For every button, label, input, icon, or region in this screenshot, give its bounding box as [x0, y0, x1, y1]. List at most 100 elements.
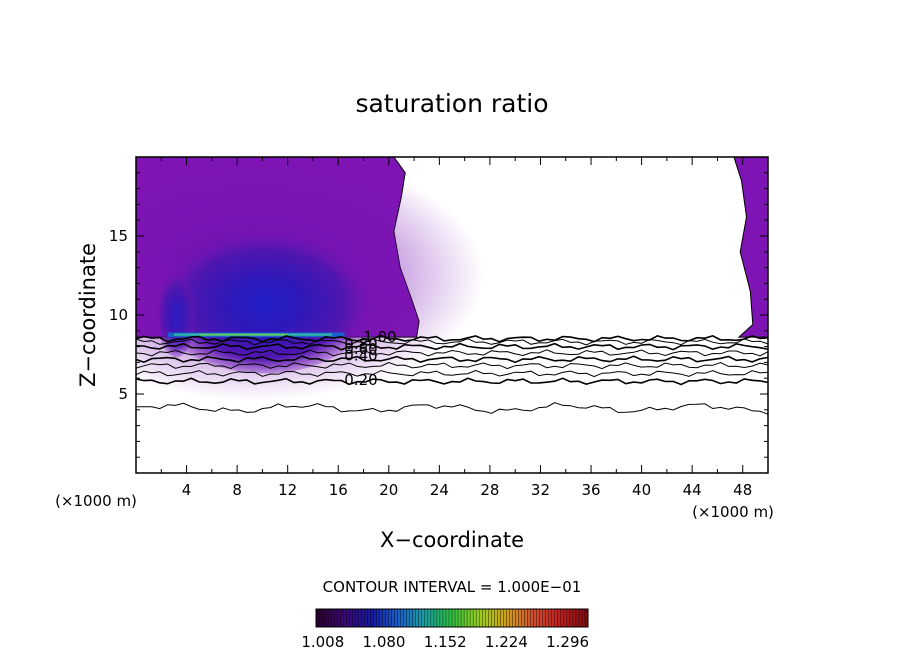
- colorbar-swatch: [479, 609, 483, 627]
- colorbar-swatch: [467, 609, 471, 627]
- x-tick-label: 44: [683, 481, 702, 499]
- contour-line: [136, 377, 768, 386]
- colorbar-swatch: [415, 609, 420, 627]
- colorbar-swatch: [361, 609, 365, 627]
- colorbar-swatch: [482, 609, 486, 627]
- colorbar-swatch: [572, 609, 577, 627]
- colorbar-swatch: [584, 609, 589, 627]
- colorbar-swatch: [506, 609, 510, 627]
- colorbar-tick-label: 1.296: [546, 633, 589, 651]
- x-unit-label: (×1000 m): [692, 503, 774, 521]
- colorbar-swatch: [578, 609, 583, 627]
- colorbar-swatch: [340, 609, 344, 627]
- colorbar-swatch: [548, 609, 553, 627]
- x-tick-label: 8: [232, 481, 242, 499]
- colorbar-tick-label: 1.152: [424, 633, 467, 651]
- contour-interval-text: CONTOUR INTERVAL = 1.000E−01: [323, 578, 582, 596]
- contour-line: [136, 369, 768, 378]
- colorbar-swatch: [536, 609, 541, 627]
- colorbar-labels: 1.008 1.080 1.152 1.224 1.296: [301, 633, 589, 651]
- colorbar-swatch: [421, 609, 426, 627]
- contour-label: 1.00: [363, 328, 396, 346]
- colorbar-swatch: [367, 609, 371, 627]
- colorbar-swatch: [476, 609, 480, 627]
- colorbar-swatch: [515, 609, 519, 627]
- x-axis-ticks: 4 8 12 16 20 24 28 32 36 40 44 48: [160, 157, 752, 499]
- colorbar-swatch: [560, 609, 565, 627]
- colorbar-swatch: [563, 609, 568, 627]
- colorbar-swatch: [355, 609, 359, 627]
- colorbar-tick-label: 1.008: [301, 633, 344, 651]
- y-axis-ticks: 5 10 15: [109, 172, 768, 458]
- colorbar-swatch: [418, 609, 423, 627]
- colorbar-swatch: [557, 609, 562, 627]
- x-tick-label: 36: [581, 481, 600, 499]
- colorbar-swatch: [376, 609, 380, 627]
- colorbar-swatch: [503, 609, 507, 627]
- contour-labels: 1.000.800.600.40 0.20: [344, 328, 396, 389]
- colorbar-tick-label: 1.080: [363, 633, 406, 651]
- colorbar-swatch: [448, 609, 453, 627]
- colorbar-swatch: [569, 609, 574, 627]
- colorbar-swatch: [485, 609, 489, 627]
- colorbar-swatch: [322, 609, 326, 627]
- colorbar-swatch: [524, 609, 529, 627]
- colorbar-swatch: [470, 609, 474, 627]
- colorbar-swatch: [581, 609, 586, 627]
- colorbar-swatch: [424, 609, 429, 627]
- colorbar-swatch: [539, 609, 544, 627]
- colorbar-swatch: [400, 609, 405, 627]
- colorbar-swatch: [518, 609, 523, 627]
- colorbar-swatch: [346, 609, 350, 627]
- x-tick-label: 48: [733, 481, 752, 499]
- colorbar-swatch: [445, 609, 450, 627]
- x-tick-label: 40: [632, 481, 651, 499]
- colorbar-swatch: [385, 609, 390, 627]
- colorbar-swatch: [452, 609, 456, 627]
- colorbar-swatch: [379, 609, 383, 627]
- x-tick-label: 24: [430, 481, 449, 499]
- colorbar-swatch: [461, 609, 465, 627]
- x-tick-label: 12: [278, 481, 297, 499]
- contour-label: 0.60: [344, 340, 377, 358]
- colorbar-swatch: [352, 609, 356, 627]
- colorbar-swatch: [497, 609, 501, 627]
- colorbar-swatch: [397, 609, 402, 627]
- colorbar-swatch: [394, 609, 399, 627]
- colorbar-swatch: [364, 609, 368, 627]
- colorbar-swatch: [545, 609, 550, 627]
- x-tick-label: 20: [379, 481, 398, 499]
- colorbar-swatch: [533, 609, 538, 627]
- colorbar-swatch: [427, 609, 432, 627]
- colorbar-swatch: [358, 609, 362, 627]
- colorbar-swatch: [442, 609, 447, 627]
- colorbar-swatch: [464, 609, 468, 627]
- colorbar-swatch: [455, 609, 459, 627]
- colorbar-swatch: [370, 609, 374, 627]
- colorbar-swatch: [566, 609, 571, 627]
- contour-label: 0.20: [344, 371, 377, 389]
- colorbar-swatch: [473, 609, 477, 627]
- colorbar-swatch: [530, 609, 535, 627]
- y-tick-label: 5: [118, 385, 128, 403]
- colorbar-swatch: [382, 609, 387, 627]
- colorbar-swatch: [509, 609, 513, 627]
- colorbar-swatch: [458, 609, 462, 627]
- colorbar-swatch: [331, 609, 335, 627]
- colorbar-swatch: [343, 609, 347, 627]
- z-unit-label: (×1000 m): [55, 492, 137, 510]
- colorbar-tick-label: 1.224: [485, 633, 528, 651]
- contour-line: [136, 361, 768, 370]
- x-tick-label: 4: [182, 481, 192, 499]
- colorbar-swatch: [325, 609, 329, 627]
- x-tick-label: 16: [329, 481, 348, 499]
- colorbar-swatch: [406, 609, 411, 627]
- contour-line: [136, 342, 768, 351]
- colorbar-swatch: [494, 609, 498, 627]
- x-tick-label: 32: [531, 481, 550, 499]
- contour-lines: [136, 334, 768, 415]
- colorbar-swatch: [542, 609, 547, 627]
- colorbar-swatch: [409, 609, 414, 627]
- colorbar-swatch: [433, 609, 438, 627]
- colorbar-frame: [315, 608, 589, 628]
